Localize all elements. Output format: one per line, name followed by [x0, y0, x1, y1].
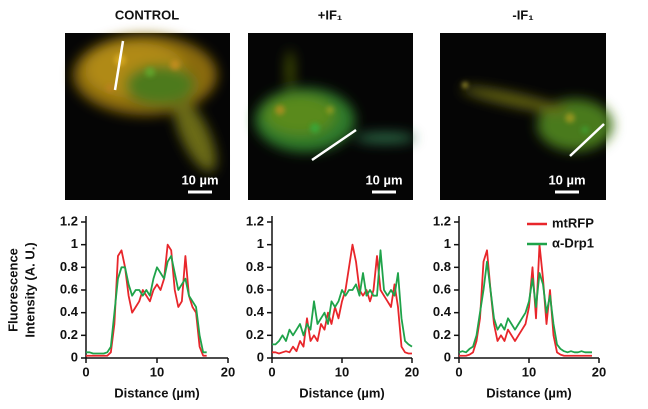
y-tick-label: 1 — [444, 236, 451, 251]
axis-line — [271, 216, 412, 359]
y-tick-label: 0.6 — [433, 281, 451, 296]
y-tick-label: 0 — [444, 349, 451, 364]
x-tick-label: 0 — [82, 364, 89, 379]
y-tick-label: 1 — [71, 236, 78, 251]
series-line — [272, 243, 412, 355]
x-axis-label: Distance (µm) — [299, 385, 385, 400]
y-tick-label: 0.6 — [60, 281, 78, 296]
x-axis-label: Distance (µm) — [486, 385, 572, 400]
x-tick-label: 20 — [221, 364, 235, 379]
y-tick-label: 1.2 — [433, 213, 451, 228]
micrograph — [440, 33, 613, 200]
y-tick-label: 1 — [257, 236, 264, 251]
y-tick-label: 0.8 — [60, 259, 78, 274]
x-tick-label: 0 — [455, 364, 462, 379]
legend-label: mtRFP — [552, 215, 594, 230]
panel-title: -IF₁ — [512, 7, 533, 22]
series-line — [86, 243, 207, 357]
series-line — [272, 249, 413, 348]
x-tick-label: 0 — [268, 364, 275, 379]
series-line — [458, 260, 592, 354]
y-tick-label: 0.2 — [433, 327, 451, 342]
scale-bar-label: 10 µm — [548, 172, 585, 187]
x-tick-label: 20 — [592, 364, 606, 379]
y-tick-label: 0.6 — [246, 281, 264, 296]
y-tick-label: 0 — [257, 349, 264, 364]
legend-label: α-Drp1 — [552, 235, 594, 250]
x-axis-label: Distance (µm) — [114, 385, 200, 400]
x-tick-label: 20 — [405, 364, 419, 379]
y-tick-label: 0.8 — [246, 259, 264, 274]
y-tick-label: 0.2 — [60, 327, 78, 342]
scale-bar-label: 10 µm — [181, 172, 218, 187]
panel-title: CONTROL — [115, 7, 179, 22]
series-line — [86, 255, 207, 355]
series-line — [459, 243, 592, 357]
y-tick-label: 0 — [71, 349, 78, 364]
y-tick-label: 1.2 — [60, 213, 78, 228]
micrograph — [65, 33, 230, 200]
y-tick-label: 1.2 — [246, 213, 264, 228]
axis-line — [85, 216, 228, 359]
y-axis-label: Intensity (A. U.) — [22, 242, 37, 337]
y-axis-label: Fluorescence — [5, 248, 20, 332]
y-tick-label: 0.4 — [60, 304, 79, 319]
scale-bar-label: 10 µm — [365, 172, 402, 187]
micrograph — [248, 33, 415, 200]
y-tick-label: 0.2 — [246, 327, 264, 342]
x-tick-label: 10 — [150, 364, 164, 379]
y-tick-label: 0.4 — [433, 304, 452, 319]
x-tick-label: 10 — [335, 364, 349, 379]
y-tick-label: 0.4 — [246, 304, 265, 319]
x-tick-label: 10 — [522, 364, 536, 379]
panel-title: +IF₁ — [318, 7, 343, 22]
y-tick-label: 0.8 — [433, 259, 451, 274]
